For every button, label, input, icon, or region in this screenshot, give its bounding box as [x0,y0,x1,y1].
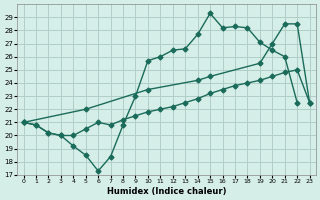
X-axis label: Humidex (Indice chaleur): Humidex (Indice chaleur) [107,187,226,196]
